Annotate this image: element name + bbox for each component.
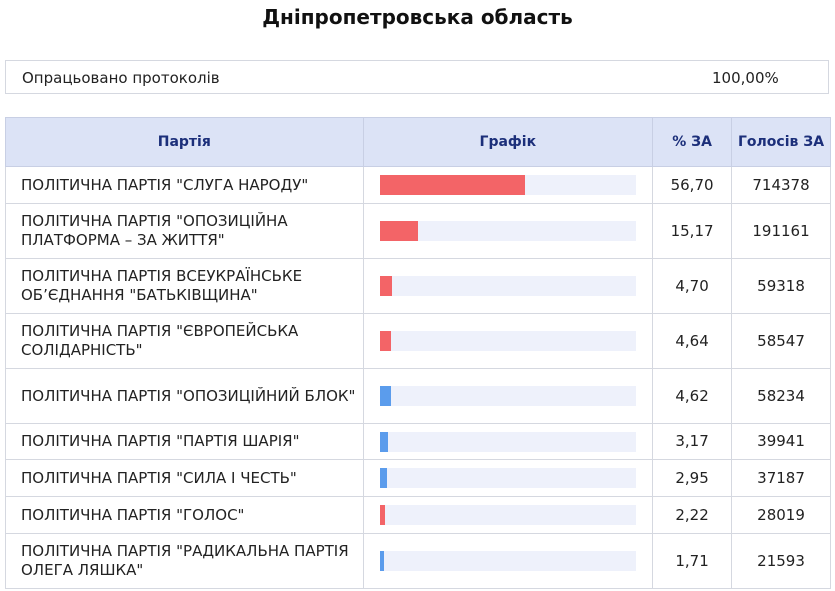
results-table: Партія Графік % ЗА Голосів ЗА ПОЛІТИЧНА … <box>5 117 831 589</box>
votes: 58547 <box>731 313 831 369</box>
bar <box>379 331 392 351</box>
header-row: Партія Графік % ЗА Голосів ЗА <box>5 117 831 167</box>
result-row: ПОЛІТИЧНА ПАРТІЯ "ЄВРОПЕЙСЬКА СОЛІДАРНІС… <box>5 313 831 369</box>
result-row: ПОЛІТИЧНА ПАРТІЯ "ОПОЗИЦІЙНА ПЛАТФОРМА –… <box>5 203 831 259</box>
percent: 4,62 <box>652 368 733 424</box>
percent: 3,17 <box>652 423 733 460</box>
party-name: ПОЛІТИЧНА ПАРТІЯ "ГОЛОС" <box>5 496 364 534</box>
bar <box>379 551 384 571</box>
bar <box>379 276 392 296</box>
percent: 2,22 <box>652 496 733 534</box>
percent: 1,71 <box>652 533 733 589</box>
result-row: ПОЛІТИЧНА ПАРТІЯ "ПАРТІЯ ШАРІЯ" 3,17 39941 <box>5 423 831 460</box>
party-name: ПОЛІТИЧНА ПАРТІЯ "ОПОЗИЦІЙНА ПЛАТФОРМА –… <box>5 203 364 259</box>
bar-track <box>379 551 637 571</box>
column-header: Графік <box>362 117 654 167</box>
votes: 21593 <box>731 533 831 589</box>
bar <box>379 221 419 241</box>
graph-cell <box>362 166 654 204</box>
bar <box>379 505 386 525</box>
column-header: Партія <box>5 117 364 167</box>
column-header: % ЗА <box>652 117 733 167</box>
bar-track <box>379 221 637 241</box>
party-name: ПОЛІТИЧНА ПАРТІЯ "ПАРТІЯ ШАРІЯ" <box>5 423 364 460</box>
votes: 191161 <box>731 203 831 259</box>
result-row: ПОЛІТИЧНА ПАРТІЯ "СЛУГА НАРОДУ" 56,70 7143… <box>5 166 831 204</box>
bar <box>379 468 388 488</box>
result-row: ПОЛІТИЧНА ПАРТІЯ "ГОЛОС" 2,22 28019 <box>5 496 831 534</box>
percent: 2,95 <box>652 459 733 497</box>
result-row: ПОЛІТИЧНА ПАРТІЯ ВСЕУКРАЇНСЬКЕ ОБʼЄДНАНН… <box>5 258 831 314</box>
party-name: ПОЛІТИЧНА ПАРТІЯ "ОПОЗИЦІЙНИЙ БЛОК" <box>5 368 364 424</box>
votes: 58234 <box>731 368 831 424</box>
graph-cell <box>362 313 654 369</box>
votes: 59318 <box>731 258 831 314</box>
graph-cell <box>362 423 654 460</box>
result-row: ПОЛІТИЧНА ПАРТІЯ "СИЛА І ЧЕСТЬ" 2,95 37187 <box>5 459 831 497</box>
page-title: Дніпропетровська область <box>262 5 573 29</box>
votes: 714378 <box>731 166 831 204</box>
party-name: ПОЛІТИЧНА ПАРТІЯ "СЛУГА НАРОДУ" <box>5 166 364 204</box>
bar-track <box>379 468 637 488</box>
bar-track <box>379 505 637 525</box>
graph-cell <box>362 459 654 497</box>
graph-cell <box>362 258 654 314</box>
graph-cell <box>362 533 654 589</box>
summary-label: Опрацьовано протоколів <box>22 69 220 87</box>
percent: 56,70 <box>652 166 733 204</box>
votes: 28019 <box>731 496 831 534</box>
percent: 4,64 <box>652 313 733 369</box>
party-name: ПОЛІТИЧНА ПАРТІЯ "ЄВРОПЕЙСЬКА СОЛІДАРНІС… <box>5 313 364 369</box>
percent: 4,70 <box>652 258 733 314</box>
graph-cell <box>362 203 654 259</box>
bar-track <box>379 386 637 406</box>
percent: 15,17 <box>652 203 733 259</box>
bar-track <box>379 431 637 452</box>
bar-track <box>379 331 637 351</box>
bar <box>379 431 388 452</box>
votes: 39941 <box>731 423 831 460</box>
bar-track <box>379 276 637 296</box>
party-name: ПОЛІТИЧНА ПАРТІЯ "РАДИКАЛЬНА ПАРТІЯ ОЛЕГ… <box>5 533 364 589</box>
party-name: ПОЛІТИЧНА ПАРТІЯ "СИЛА І ЧЕСТЬ" <box>5 459 364 497</box>
result-row: ПОЛІТИЧНА ПАРТІЯ "РАДИКАЛЬНА ПАРТІЯ ОЛЕГ… <box>5 533 831 589</box>
bar <box>379 386 392 406</box>
column-header: Голосів ЗА <box>731 117 831 167</box>
bar <box>379 175 526 195</box>
votes: 37187 <box>731 459 831 497</box>
result-row: ПОЛІТИЧНА ПАРТІЯ "ОПОЗИЦІЙНИЙ БЛОК" 4,62 5… <box>5 368 831 424</box>
summary-box: Опрацьовано протоколів 100,00% <box>5 60 829 94</box>
graph-cell <box>362 368 654 424</box>
party-name: ПОЛІТИЧНА ПАРТІЯ ВСЕУКРАЇНСЬКЕ ОБʼЄДНАНН… <box>5 258 364 314</box>
bar-track <box>379 175 637 195</box>
summary-value: 100,00% <box>712 69 779 87</box>
graph-cell <box>362 496 654 534</box>
